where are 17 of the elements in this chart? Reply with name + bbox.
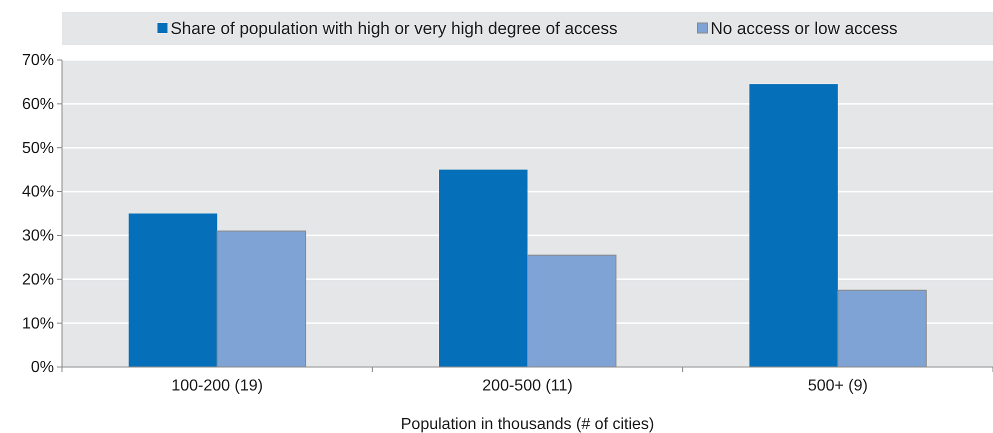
y-tick-label: 30% bbox=[22, 228, 54, 245]
legend-label: Share of population with high or very high degree of access bbox=[170, 19, 618, 38]
y-tick-label: 40% bbox=[22, 184, 54, 201]
x-tick-label: 200-500 (11) bbox=[482, 377, 573, 394]
bar bbox=[749, 84, 838, 367]
bar bbox=[439, 170, 528, 367]
y-tick-label: 60% bbox=[22, 96, 54, 113]
y-tick-label: 50% bbox=[22, 140, 54, 157]
bar bbox=[128, 214, 218, 367]
y-tick-label: 10% bbox=[22, 315, 54, 332]
legend-label: No access or low access bbox=[710, 19, 898, 38]
y-tick-label: 20% bbox=[22, 271, 54, 288]
x-tick-label: 500+ (9) bbox=[808, 377, 868, 394]
x-axis-title: Population in thousands (# of cities) bbox=[400, 416, 654, 433]
x-tick-label: 100-200 (19) bbox=[171, 377, 263, 394]
y-tick-label: 70% bbox=[22, 52, 54, 70]
y-tick-label: 0% bbox=[30, 359, 54, 376]
